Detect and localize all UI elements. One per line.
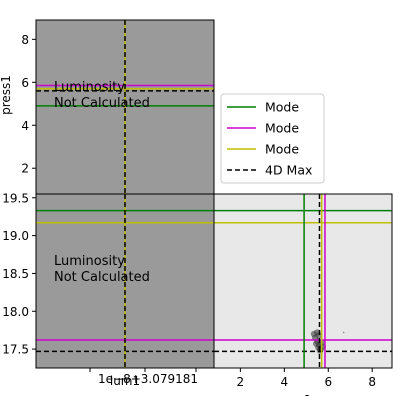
x-axis-label: lum1 xyxy=(110,374,140,388)
x-axis-label: - xyxy=(305,388,309,400)
x-tick-label: 6 xyxy=(324,375,332,389)
panel-bottom-right: 2 4 6 8 - xyxy=(213,193,393,400)
legend-label: Mode xyxy=(265,100,299,115)
x-tick-label: 4 xyxy=(281,375,289,389)
data-point xyxy=(312,340,320,347)
y-tick-label: 8 xyxy=(21,33,29,47)
y-tick-label: 6 xyxy=(21,76,29,90)
panel-background xyxy=(214,194,392,368)
x-offset-label: 1e−8+3.079181 xyxy=(98,372,198,386)
y-tick-label: 19.0 xyxy=(2,229,29,243)
legend-label: Mode xyxy=(265,142,299,157)
annotation-text: Luminosity xyxy=(54,80,125,95)
y-axis-label: press1 xyxy=(0,75,13,115)
y-tick-label: 17.5 xyxy=(2,343,29,357)
x-tick-label: 2 xyxy=(237,375,245,389)
y-tick-label: 4 xyxy=(21,119,29,133)
legend-label: Mode xyxy=(265,121,299,136)
y-tick-label: 18.5 xyxy=(2,267,29,281)
legend-label: 4D Max xyxy=(265,163,312,178)
y-tick-label: 18.0 xyxy=(2,305,29,319)
annotation-text: Luminosity xyxy=(54,254,125,269)
annotation-text: Not Calculated xyxy=(54,96,150,111)
panel-frame xyxy=(213,193,393,369)
annotation-text: Not Calculated xyxy=(54,270,150,285)
y-tick-label: 2 xyxy=(21,162,29,176)
y-tick-label: 19.5 xyxy=(2,191,29,205)
legend: Mode Mode Mode 4D Max xyxy=(220,93,325,184)
legend-frame xyxy=(220,93,325,184)
data-point xyxy=(342,331,345,334)
x-tick-label: 8 xyxy=(368,375,376,389)
